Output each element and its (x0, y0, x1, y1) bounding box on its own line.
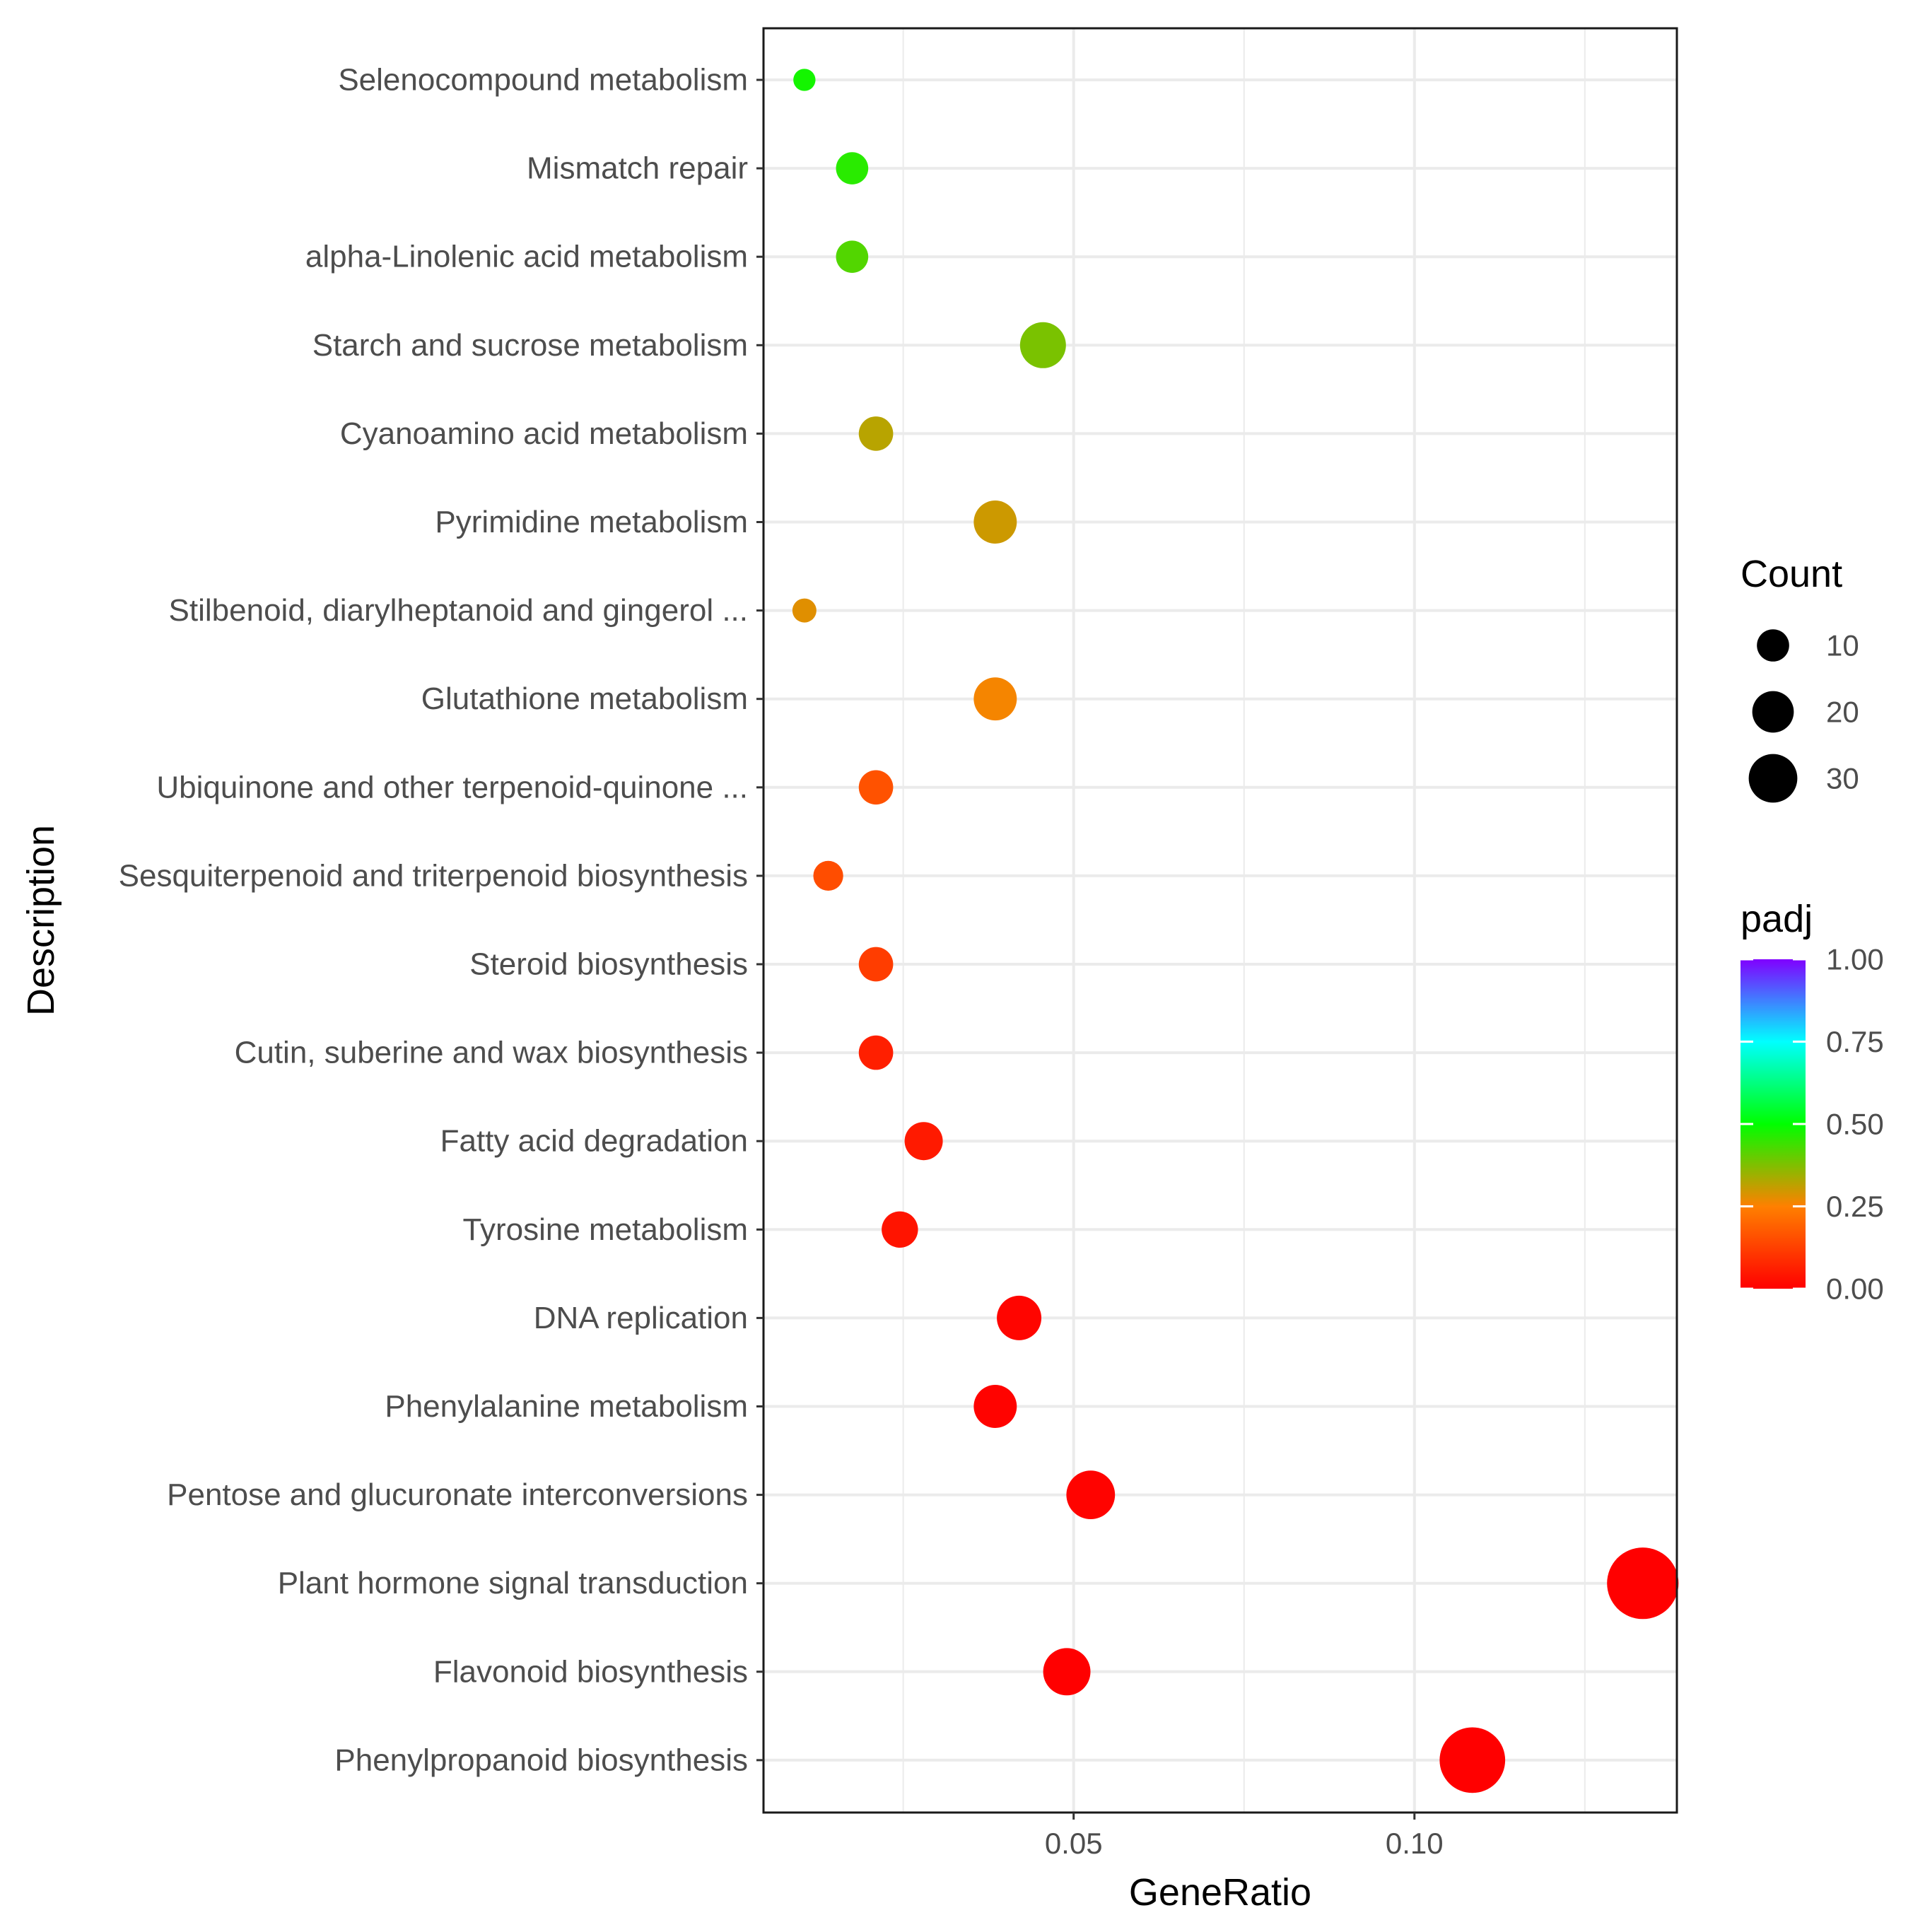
y-tick-label: Cutin, suberine and wax biosynthesis (235, 1036, 748, 1070)
points-layer (792, 69, 1679, 1793)
data-point (1066, 1470, 1116, 1519)
legend-count-label: 10 (1826, 629, 1859, 662)
x-tick-label: 0.10 (1386, 1827, 1444, 1860)
x-axis-title: GeneRatio (1129, 1871, 1311, 1914)
grid-layer (764, 28, 1677, 1813)
data-point (882, 1211, 918, 1248)
y-tick-label: Flavonoid biosynthesis (433, 1654, 748, 1689)
legend-count-key (1752, 691, 1794, 733)
data-point (792, 598, 817, 623)
y-axis: Selenocompound metabolism Mismatch repair… (119, 63, 764, 1777)
data-point (858, 416, 894, 451)
legend-count-key (1748, 754, 1798, 803)
legend-padj-title: padj (1741, 898, 1813, 940)
data-point (973, 677, 1017, 721)
y-tick-label: Phenylalanine metabolism (385, 1389, 748, 1424)
data-point (997, 1295, 1042, 1340)
panel-border (762, 27, 1678, 1814)
data-point (793, 69, 816, 91)
legend-count-title: Count (1741, 553, 1842, 595)
legend-padj-label: 0.75 (1826, 1025, 1884, 1058)
y-tick-label: Cyanoamino acid metabolism (340, 416, 748, 451)
y-tick-label: DNA replication (534, 1301, 748, 1335)
y-tick-label: Starch and sucrose metabolism (312, 328, 748, 363)
data-point (1439, 1727, 1506, 1793)
legend-count-key (1757, 629, 1789, 662)
y-tick-label: Glutathione metabolism (421, 681, 748, 716)
data-point (836, 240, 869, 274)
data-point (858, 770, 894, 805)
data-point (973, 500, 1017, 544)
legend-padj-label: 0.50 (1826, 1108, 1884, 1141)
x-tick-label: 0.05 (1045, 1827, 1103, 1860)
panel-background (764, 28, 1677, 1813)
y-tick-label: Sesquiterpenoid and triterpenoid biosynt… (119, 858, 748, 893)
y-tick-label: Stilbenoid, diarylheptanoid and gingerol… (169, 593, 748, 628)
y-tick-label: Ubiquinone and other terpenoid-quinone .… (156, 770, 748, 804)
data-point (813, 860, 843, 891)
y-tick-label: Phenylpropanoid biosynthesis (334, 1743, 748, 1777)
data-point (1607, 1547, 1679, 1620)
y-tick-label: alpha-Linolenic acid metabolism (305, 240, 748, 274)
y-axis-title: Description (20, 825, 62, 1016)
legend-count-label: 20 (1826, 696, 1859, 729)
data-point (1019, 322, 1066, 368)
legend-padj: padj 1.00 0.75 0.50 0.25 0.00 (1741, 898, 1884, 1306)
data-point (973, 1385, 1017, 1428)
legend-padj-label: 1.00 (1826, 943, 1884, 976)
y-tick-label: Mismatch repair (527, 151, 748, 186)
legend-padj-label: 0.00 (1826, 1272, 1884, 1306)
x-axis: 0.05 0.10 (1045, 1813, 1444, 1860)
y-tick-label: Steroid biosynthesis (469, 947, 748, 982)
y-tick-label: Plant hormone signal transduction (278, 1566, 748, 1600)
y-tick-label: Fatty acid degradation (440, 1124, 748, 1159)
data-point (1043, 1648, 1091, 1696)
data-point (904, 1122, 943, 1161)
legend-count-label: 30 (1826, 762, 1859, 795)
y-tick-label: Tyrosine metabolism (463, 1212, 748, 1247)
y-tick-label: Pentose and glucuronate interconversions (167, 1477, 748, 1512)
y-tick-label: Selenocompound metabolism (338, 63, 748, 98)
data-point (836, 152, 869, 185)
y-tick-label: Pyrimidine metabolism (435, 505, 748, 539)
legend-count: Count 10 20 30 (1741, 553, 1859, 803)
legend-padj-label: 0.25 (1826, 1190, 1884, 1223)
data-point (858, 947, 894, 982)
data-point (858, 1035, 894, 1070)
